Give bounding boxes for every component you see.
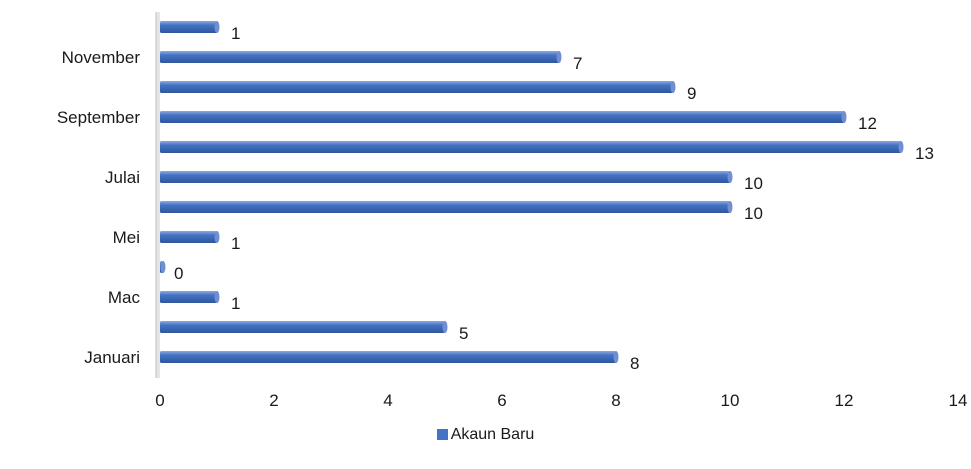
category-axis-wall (156, 12, 160, 378)
data-label: 12 (858, 114, 877, 133)
data-label: 5 (459, 324, 468, 343)
bar-end-cap (613, 351, 619, 363)
legend: Akaun Baru (0, 426, 971, 444)
data-label: 1 (231, 294, 240, 313)
bar (160, 141, 901, 153)
bar-end-cap (670, 81, 676, 93)
x-tick-label: 0 (155, 391, 164, 410)
bar (160, 81, 673, 93)
bar (160, 21, 217, 33)
bar (160, 201, 730, 213)
x-tick-label: 12 (835, 391, 854, 410)
bar-end-cap (214, 21, 220, 33)
x-tick-label: 6 (497, 391, 506, 410)
bar (160, 321, 445, 333)
y-tick-label: Januari (84, 348, 140, 367)
bar-end-cap (841, 111, 847, 123)
data-label: 10 (744, 204, 763, 223)
x-tick-label: 2 (269, 391, 278, 410)
data-label: 7 (573, 54, 582, 73)
y-tick-label: Mei (113, 228, 140, 247)
data-label: 1 (231, 234, 240, 253)
bar-end-cap (727, 201, 733, 213)
y-tick-label: Mac (108, 288, 141, 307)
y-tick-label: Julai (105, 168, 140, 187)
x-tick-label: 14 (949, 391, 968, 410)
legend-label: Akaun Baru (450, 426, 535, 443)
bar-end-cap (214, 231, 220, 243)
bar-chart: 0 2 4 6 8 10 12 14JanuariMacMeiJulaiSeptemberNo… (57, 12, 968, 410)
bar-end-cap (214, 291, 220, 303)
bar-end-cap (727, 171, 733, 183)
bar-end-cap (556, 51, 562, 63)
x-tick-label: 8 (611, 391, 620, 410)
data-label: 10 (744, 174, 763, 193)
x-tick-label: 4 (383, 391, 392, 410)
data-label: 13 (915, 144, 934, 163)
x-tick-label: 10 (721, 391, 740, 410)
bar (160, 351, 616, 363)
y-tick-label: September (57, 108, 140, 127)
y-tick-label: November (62, 48, 141, 67)
data-label: 1 (231, 24, 240, 43)
bar (160, 111, 844, 123)
data-label: 8 (630, 354, 639, 373)
bar-end-cap (160, 261, 166, 273)
bar (160, 51, 559, 63)
bar-end-cap (898, 141, 904, 153)
data-label: 0 (174, 264, 183, 283)
bar-end-cap (442, 321, 448, 333)
bar (160, 231, 217, 243)
bar (160, 291, 217, 303)
legend-swatch (436, 429, 448, 440)
bar (160, 171, 730, 183)
data-label: 9 (687, 84, 696, 103)
